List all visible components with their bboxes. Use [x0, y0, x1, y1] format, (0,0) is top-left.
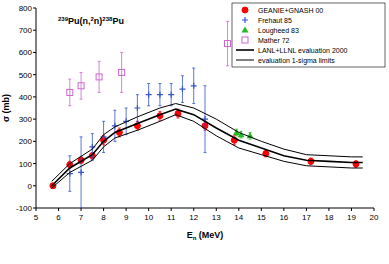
legend-swatch	[242, 27, 249, 33]
legend-label: LANL+LLNL evaluation 2000	[258, 47, 348, 54]
y-tick-label: 600	[19, 48, 33, 57]
point	[191, 83, 197, 89]
x-tick-label: 5	[34, 213, 39, 222]
x-tick-label: 20	[370, 213, 379, 222]
y-tick-label: 200	[19, 137, 33, 146]
legend-swatch	[242, 37, 248, 43]
x-tick-label: 14	[234, 213, 243, 222]
point	[78, 169, 84, 175]
error-bar	[68, 79, 71, 106]
x-tick-label: 6	[56, 213, 61, 222]
point	[146, 92, 152, 98]
y-tick-label: 300	[19, 115, 33, 124]
x-tick	[103, 208, 104, 211]
x-tick-label: 19	[347, 213, 356, 222]
x-tick-label: 8	[101, 213, 106, 222]
point	[168, 92, 174, 98]
line	[52, 104, 363, 182]
x-tick	[193, 208, 194, 211]
point	[157, 92, 163, 98]
error-bar	[226, 21, 229, 65]
x-tick	[126, 208, 127, 211]
y-tick-label: 100	[19, 160, 33, 169]
y-tick	[33, 141, 36, 142]
error-bar	[80, 72, 83, 99]
y-tick-label: 800	[19, 4, 33, 13]
y-tick-label: -100	[16, 204, 33, 213]
y-tick	[33, 52, 36, 53]
y-tick	[33, 96, 36, 97]
y-tick	[33, 119, 36, 120]
x-tick-label: 7	[79, 213, 84, 222]
label-part: (MeV)	[196, 230, 223, 240]
y-tick-label: 500	[19, 71, 33, 80]
y-axis-label: σ (mb)	[1, 94, 11, 122]
point	[78, 83, 84, 89]
title: 239Pu(n,2n)238Pu	[58, 16, 124, 26]
x-tick-label: 16	[279, 213, 288, 222]
title-part: Pu	[112, 16, 124, 26]
legend-label: Frehaut 85	[258, 17, 292, 24]
y-tick	[33, 74, 36, 75]
y-tick-label: 700	[19, 26, 33, 35]
y-tick	[33, 185, 36, 186]
y-tick	[33, 208, 36, 209]
legend-swatch	[236, 60, 254, 61]
title-part: Pu(n,	[68, 16, 91, 26]
point	[96, 74, 102, 80]
error-bar	[120, 52, 123, 92]
x-tick-label: 10	[144, 213, 153, 222]
title-part: n)	[94, 16, 103, 26]
legend-label: GEANIE+GNASH 00	[258, 7, 323, 14]
x-tick	[374, 208, 375, 211]
x-axis-label: En (MeV)	[187, 230, 224, 241]
line	[52, 109, 363, 186]
point	[134, 105, 140, 111]
x-tick	[81, 208, 82, 211]
plot-area	[50, 21, 363, 208]
legend-label: Lougheed 83	[258, 27, 299, 35]
point	[179, 86, 185, 92]
legend-label: Mather 72	[258, 37, 290, 44]
legend-swatch	[242, 17, 248, 23]
point	[67, 89, 73, 95]
x-tick-label: 12	[189, 213, 198, 222]
x-tick	[238, 208, 239, 211]
x-tick	[351, 208, 352, 211]
y-tick	[33, 163, 36, 164]
error-bar	[98, 61, 101, 92]
x-tick	[328, 208, 329, 211]
y-tick	[33, 30, 36, 31]
y-tick	[33, 8, 36, 9]
chart: 5 6 7 8 9 10 11 12 13 14 15 16 17 18 19 20 -100 0 100 200 30…	[0, 0, 389, 264]
x-tick	[306, 208, 307, 211]
y-axis	[36, 8, 37, 208]
legend: GEANIE+GNASH 00 Frehaut 85 Lougheed 83 Math…	[232, 3, 385, 67]
legend-label: evaluation 1-sigma limits	[258, 57, 335, 65]
x-tick	[171, 208, 172, 211]
point	[119, 69, 125, 75]
y-tick-label: 400	[19, 93, 33, 102]
x-axis	[36, 208, 374, 209]
x-tick-label: 9	[124, 213, 129, 222]
x-tick	[216, 208, 217, 211]
y-tick-label: 0	[28, 182, 33, 191]
x-tick-label: 17	[302, 213, 311, 222]
x-tick-label: 13	[212, 213, 221, 222]
x-tick	[148, 208, 149, 211]
x-tick	[58, 208, 59, 211]
x-tick-label: 15	[257, 213, 266, 222]
point	[225, 41, 231, 47]
x-tick-label: 11	[167, 213, 176, 222]
x-tick-label: 18	[324, 213, 333, 222]
line	[52, 115, 363, 188]
legend-swatch	[236, 49, 254, 51]
x-tick	[283, 208, 284, 211]
x-tick	[261, 208, 262, 211]
legend-box	[232, 3, 385, 67]
legend-swatch	[242, 7, 248, 13]
